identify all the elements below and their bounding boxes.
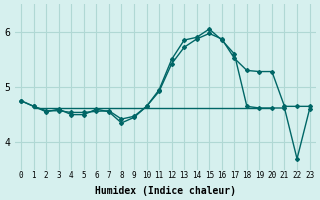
X-axis label: Humidex (Indice chaleur): Humidex (Indice chaleur): [95, 186, 236, 196]
